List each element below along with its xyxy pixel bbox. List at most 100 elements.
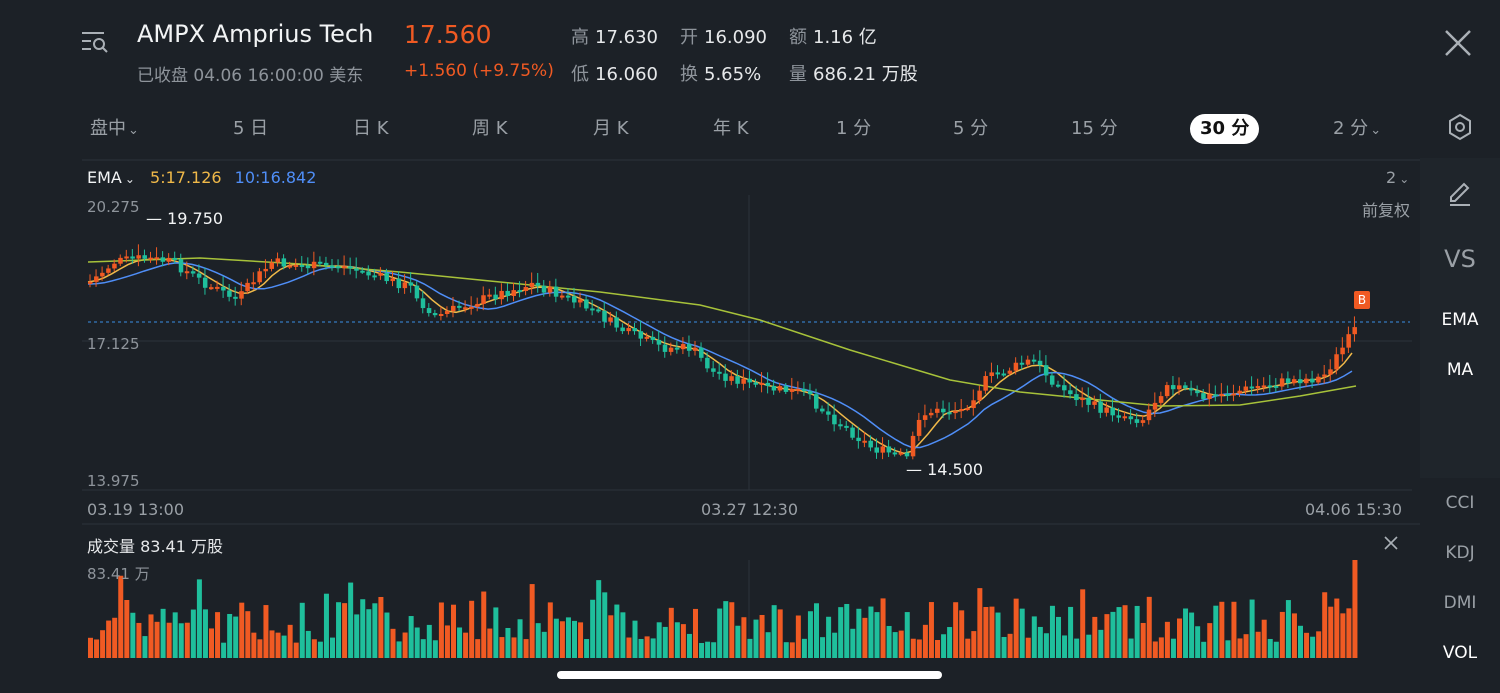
candlestick-chart[interactable] [0, 0, 1420, 660]
candle-body [1043, 365, 1049, 376]
volume-bar [1158, 637, 1164, 658]
menu-search-icon[interactable] [80, 28, 110, 54]
buy-marker[interactable]: B [1354, 291, 1370, 309]
tab-day-k[interactable]: 日 K [353, 118, 389, 139]
indicator-count[interactable]: 2 ⌄ [1386, 168, 1410, 187]
candle-body [209, 287, 214, 290]
tab-intraday[interactable]: 盘中 ⌄ [90, 118, 139, 139]
tab-week-k[interactable]: 周 K [472, 118, 508, 139]
volume-bar [880, 598, 886, 658]
candle-body [1291, 379, 1297, 384]
candle-body [711, 368, 716, 372]
volume-bar [517, 619, 523, 658]
candle-body [553, 286, 559, 297]
ema-legend[interactable]: EMA ⌄ 5:17.126 10:16.842 [87, 168, 317, 187]
sidebar-item-ema[interactable]: EMA [1441, 310, 1479, 330]
candle-body [1140, 420, 1146, 423]
candle-body [190, 271, 196, 274]
candle-body [505, 290, 510, 296]
close-icon[interactable] [1381, 533, 1401, 553]
volume-bar [626, 637, 632, 658]
volume-bar [947, 627, 953, 658]
candle-body [106, 268, 111, 273]
candle-body [1225, 393, 1230, 396]
volume-bar [414, 627, 420, 658]
volume-bar [348, 582, 354, 658]
tab-month-k[interactable]: 月 K [593, 118, 629, 139]
close-icon[interactable] [1442, 28, 1474, 58]
volume-bar [838, 607, 844, 658]
x-label-mid: 03.27 12:30 [701, 500, 798, 519]
volume-bar [1146, 596, 1152, 658]
candle-body [432, 313, 438, 316]
candle-body [989, 372, 994, 377]
tab-2min[interactable]: 2 分 ⌄ [1333, 118, 1382, 139]
sidebar-item-cci[interactable]: CCI [1445, 493, 1475, 513]
volume-bar [1049, 605, 1055, 658]
candle-body [366, 271, 371, 276]
volume-bar [402, 632, 408, 658]
candle-body [275, 258, 281, 263]
volume-bar [481, 591, 487, 658]
sidebar-item-kdj[interactable]: KDJ [1445, 543, 1475, 563]
volume-bar [638, 638, 644, 658]
candle-body [372, 275, 377, 278]
sidebar-item-dmi[interactable]: DMI [1443, 593, 1477, 613]
volume-bar [644, 636, 650, 658]
candle-body [547, 286, 553, 293]
volume-bar [826, 616, 832, 658]
volume-bar [209, 628, 214, 658]
tab-5day[interactable]: 5 日 [233, 118, 269, 139]
stat-amount: 额 1.16 亿 [789, 27, 877, 48]
candle-body [578, 299, 583, 303]
volume-bar [287, 624, 293, 658]
sidebar-item-ma[interactable]: MA [1446, 360, 1474, 380]
volume-bar [965, 638, 971, 658]
volume-bar [305, 630, 311, 658]
stat-open: 开 16.090 [680, 27, 767, 48]
volume-bar [196, 579, 202, 658]
settings-hexagon-icon[interactable] [1445, 112, 1475, 142]
sidebar-item-vol[interactable]: VOL [1442, 643, 1478, 663]
candle-body [1261, 385, 1267, 388]
candle-body [136, 255, 141, 259]
candle-body [1001, 373, 1007, 376]
volume-bar [620, 612, 626, 658]
candle-body [378, 273, 383, 276]
tab-15min[interactable]: 15 分 [1071, 118, 1118, 139]
candle-body [656, 339, 662, 345]
candle-body [1007, 370, 1013, 374]
edit-pencil-icon[interactable] [1446, 180, 1474, 208]
tab-30min[interactable]: 30 分 [1190, 114, 1260, 144]
adjust-mode[interactable]: 前复权 [1362, 201, 1411, 220]
volume-bar [88, 637, 93, 658]
candle-body [1279, 378, 1285, 387]
volume-bar [910, 638, 916, 658]
volume-bar [342, 603, 348, 658]
volume-bar [995, 612, 1001, 658]
candle-body [541, 285, 547, 293]
volume-bar [650, 638, 656, 658]
candle-body [390, 278, 395, 282]
candle-body [1322, 374, 1327, 377]
vs-button[interactable]: VS [1444, 245, 1476, 273]
candle-body [928, 412, 934, 416]
candle-body [269, 262, 274, 269]
volume-max-label: 83.41 万 [87, 565, 150, 583]
candle-body [995, 372, 1000, 375]
home-indicator[interactable] [557, 671, 942, 679]
volume-bar [1285, 600, 1291, 658]
candle-body [426, 308, 432, 314]
volume-bar [112, 617, 118, 658]
volume-bar [311, 639, 317, 658]
tab-1min[interactable]: 1 分 [836, 118, 872, 139]
tab-year-k[interactable]: 年 K [713, 118, 749, 139]
volume-bar [941, 634, 947, 658]
volume-bar [547, 602, 553, 658]
tab-5min[interactable]: 5 分 [953, 118, 989, 139]
y-label-mid: 17.125 [87, 335, 140, 353]
candle-body [668, 347, 674, 352]
candle-body [971, 400, 976, 409]
volume-bar [753, 619, 759, 658]
candle-body [807, 391, 813, 395]
